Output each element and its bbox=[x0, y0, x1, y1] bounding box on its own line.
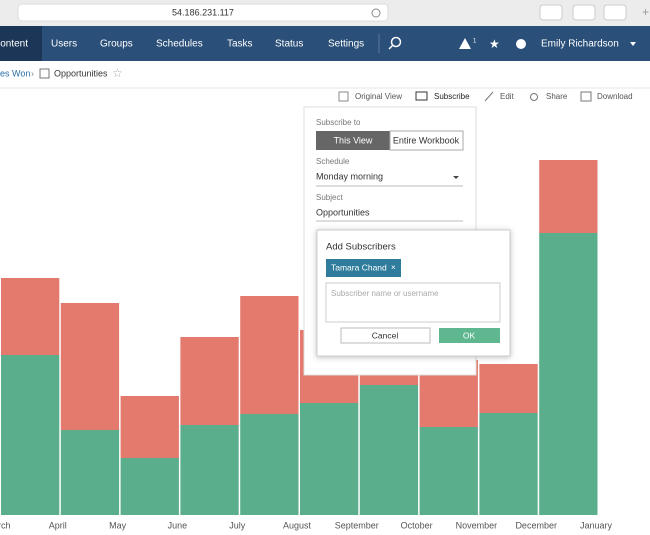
option-selected[interactable] bbox=[316, 131, 390, 150]
nav-item[interactable]: Content bbox=[0, 39, 28, 50]
x-tick-label: July bbox=[229, 520, 246, 530]
bar-segment bbox=[300, 403, 359, 515]
nav-item[interactable]: Schedules bbox=[156, 39, 203, 50]
x-tick-label: January bbox=[580, 520, 613, 530]
url-field[interactable] bbox=[17, 3, 389, 22]
bar-segment bbox=[240, 414, 299, 515]
placeholder: Subscriber name or username bbox=[331, 289, 439, 298]
input[interactable] bbox=[325, 282, 501, 323]
nav-item[interactable]: Settings bbox=[328, 39, 364, 50]
breadcrumb-sep: › bbox=[31, 68, 34, 78]
toolbar-share[interactable]: Share bbox=[546, 92, 568, 101]
subject-label: Subject bbox=[316, 193, 343, 202]
bar-segment bbox=[120, 396, 179, 458]
bar-segment bbox=[539, 160, 598, 233]
user-caret bbox=[630, 42, 636, 46]
info-icon[interactable] bbox=[516, 39, 526, 49]
bar-segment bbox=[479, 413, 538, 515]
bar-segment bbox=[120, 458, 179, 515]
breadcrumb-current: Opportunities bbox=[54, 68, 108, 78]
option-label: Entire Workbook bbox=[393, 135, 460, 145]
dialog-title: Add Subscribers bbox=[326, 242, 396, 253]
subscribe-icon bbox=[415, 91, 428, 101]
chart: March April May June July August September Octo… bbox=[0, 160, 613, 530]
tabs-button[interactable] bbox=[603, 4, 627, 21]
bar-segment bbox=[1, 355, 60, 515]
toolbar-download[interactable]: Download bbox=[597, 92, 633, 101]
download-icon bbox=[580, 91, 592, 102]
bar-segment bbox=[419, 427, 478, 515]
bar-segment bbox=[60, 303, 120, 430]
bar-segment bbox=[240, 296, 299, 414]
option-label: This View bbox=[334, 135, 373, 145]
bar-segment bbox=[60, 430, 120, 515]
original-view-icon bbox=[338, 91, 349, 102]
breadcrumb-parent[interactable]: es Won bbox=[0, 68, 30, 78]
favorites-icon[interactable]: ★ bbox=[489, 37, 500, 51]
x-tick-label: May bbox=[109, 520, 127, 530]
share-icon bbox=[530, 93, 538, 101]
nav-item[interactable]: Tasks bbox=[227, 39, 253, 50]
x-tick-label: November bbox=[456, 520, 498, 530]
dropdown-caret bbox=[453, 176, 459, 179]
x-tick-label: August bbox=[283, 520, 312, 530]
bar-segment bbox=[359, 385, 419, 515]
bar-segment bbox=[1, 278, 60, 355]
schedule-label: Schedule bbox=[316, 157, 350, 166]
toolbar-edit[interactable]: Edit bbox=[500, 92, 515, 101]
ok-button[interactable] bbox=[439, 328, 500, 343]
subscribe-to-label: Subscribe to bbox=[316, 118, 361, 127]
url: 54.186.231.117 bbox=[172, 7, 234, 17]
alert-count: 1 bbox=[473, 39, 477, 45]
nav-item[interactable]: Groups bbox=[100, 39, 133, 50]
chip-remove[interactable]: × bbox=[391, 263, 396, 272]
alert-icon[interactable] bbox=[459, 38, 471, 49]
x-tick-label: December bbox=[515, 520, 557, 530]
nav-bar bbox=[0, 26, 650, 61]
view-icon bbox=[39, 68, 50, 79]
search-icon[interactable] bbox=[390, 36, 402, 48]
nav-selected bbox=[0, 26, 42, 61]
user-name[interactable]: Emily Richardson bbox=[541, 39, 619, 50]
bar-segment bbox=[180, 425, 239, 515]
cancel-label: Cancel bbox=[372, 330, 399, 340]
download-button[interactable] bbox=[539, 4, 563, 21]
new-tab[interactable]: + bbox=[642, 5, 649, 19]
schedule-value[interactable]: Monday morning bbox=[316, 171, 383, 181]
chip-label: Tamara Chand bbox=[331, 262, 387, 272]
x-tick-label: April bbox=[49, 520, 67, 530]
subject-value[interactable]: Opportunities bbox=[316, 207, 370, 217]
option[interactable] bbox=[389, 130, 464, 151]
x-tick-label: October bbox=[401, 520, 433, 530]
bar-segment bbox=[479, 364, 538, 413]
toolbar-subscribe[interactable]: Subscribe bbox=[434, 92, 470, 101]
chip[interactable] bbox=[326, 259, 401, 277]
cancel-button[interactable] bbox=[340, 327, 431, 344]
share-button[interactable] bbox=[572, 4, 596, 21]
search-icon-handle bbox=[388, 44, 394, 50]
edit-icon bbox=[484, 91, 494, 102]
reload-icon[interactable] bbox=[371, 8, 381, 18]
x-tick-label: March bbox=[0, 520, 11, 530]
x-tick-label: September bbox=[335, 520, 379, 530]
x-tick-label: June bbox=[168, 520, 188, 530]
toolbar-original-view[interactable]: Original View bbox=[355, 92, 402, 101]
ok-label: OK bbox=[463, 330, 476, 340]
nav-item[interactable]: Users bbox=[51, 39, 77, 50]
nav-item[interactable]: Status bbox=[275, 39, 303, 50]
bar-segment bbox=[539, 233, 598, 515]
favorite-star[interactable]: ☆ bbox=[112, 66, 123, 80]
bar-segment bbox=[180, 337, 239, 425]
